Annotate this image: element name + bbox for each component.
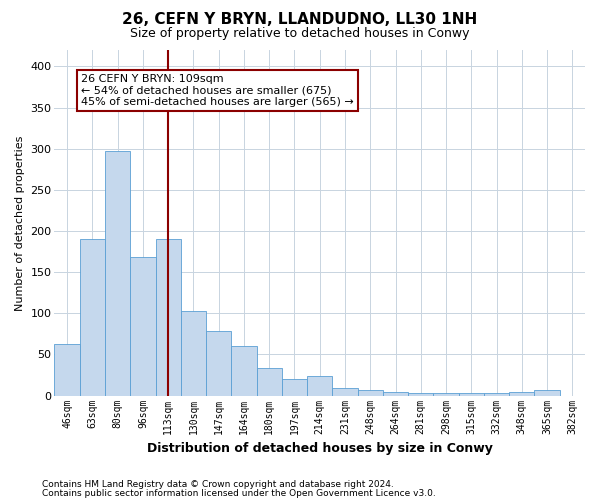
Text: Contains public sector information licensed under the Open Government Licence v3: Contains public sector information licen…	[42, 488, 436, 498]
Text: 26, CEFN Y BRYN, LLANDUDNO, LL30 1NH: 26, CEFN Y BRYN, LLANDUDNO, LL30 1NH	[122, 12, 478, 28]
Bar	[232, 346, 257, 396]
Bar	[257, 368, 282, 396]
Bar	[282, 379, 307, 396]
Text: 26 CEFN Y BRYN: 109sqm
← 54% of detached houses are smaller (675)
45% of semi-de: 26 CEFN Y BRYN: 109sqm ← 54% of detached…	[81, 74, 354, 108]
Bar	[383, 392, 408, 396]
Bar	[408, 393, 433, 396]
Bar	[155, 240, 181, 396]
Bar	[509, 392, 535, 396]
X-axis label: Distribution of detached houses by size in Conwy: Distribution of detached houses by size …	[147, 442, 493, 455]
Bar	[80, 240, 105, 396]
Bar	[535, 390, 560, 396]
Bar	[105, 151, 130, 396]
Bar	[307, 376, 332, 396]
Bar	[206, 332, 232, 396]
Bar	[458, 393, 484, 396]
Bar	[433, 393, 458, 396]
Bar	[181, 311, 206, 396]
Text: Contains HM Land Registry data © Crown copyright and database right 2024.: Contains HM Land Registry data © Crown c…	[42, 480, 394, 489]
Bar	[55, 344, 80, 396]
Text: Size of property relative to detached houses in Conwy: Size of property relative to detached ho…	[130, 28, 470, 40]
Y-axis label: Number of detached properties: Number of detached properties	[15, 135, 25, 310]
Bar	[130, 258, 155, 396]
Bar	[484, 393, 509, 396]
Bar	[358, 390, 383, 396]
Bar	[332, 388, 358, 396]
